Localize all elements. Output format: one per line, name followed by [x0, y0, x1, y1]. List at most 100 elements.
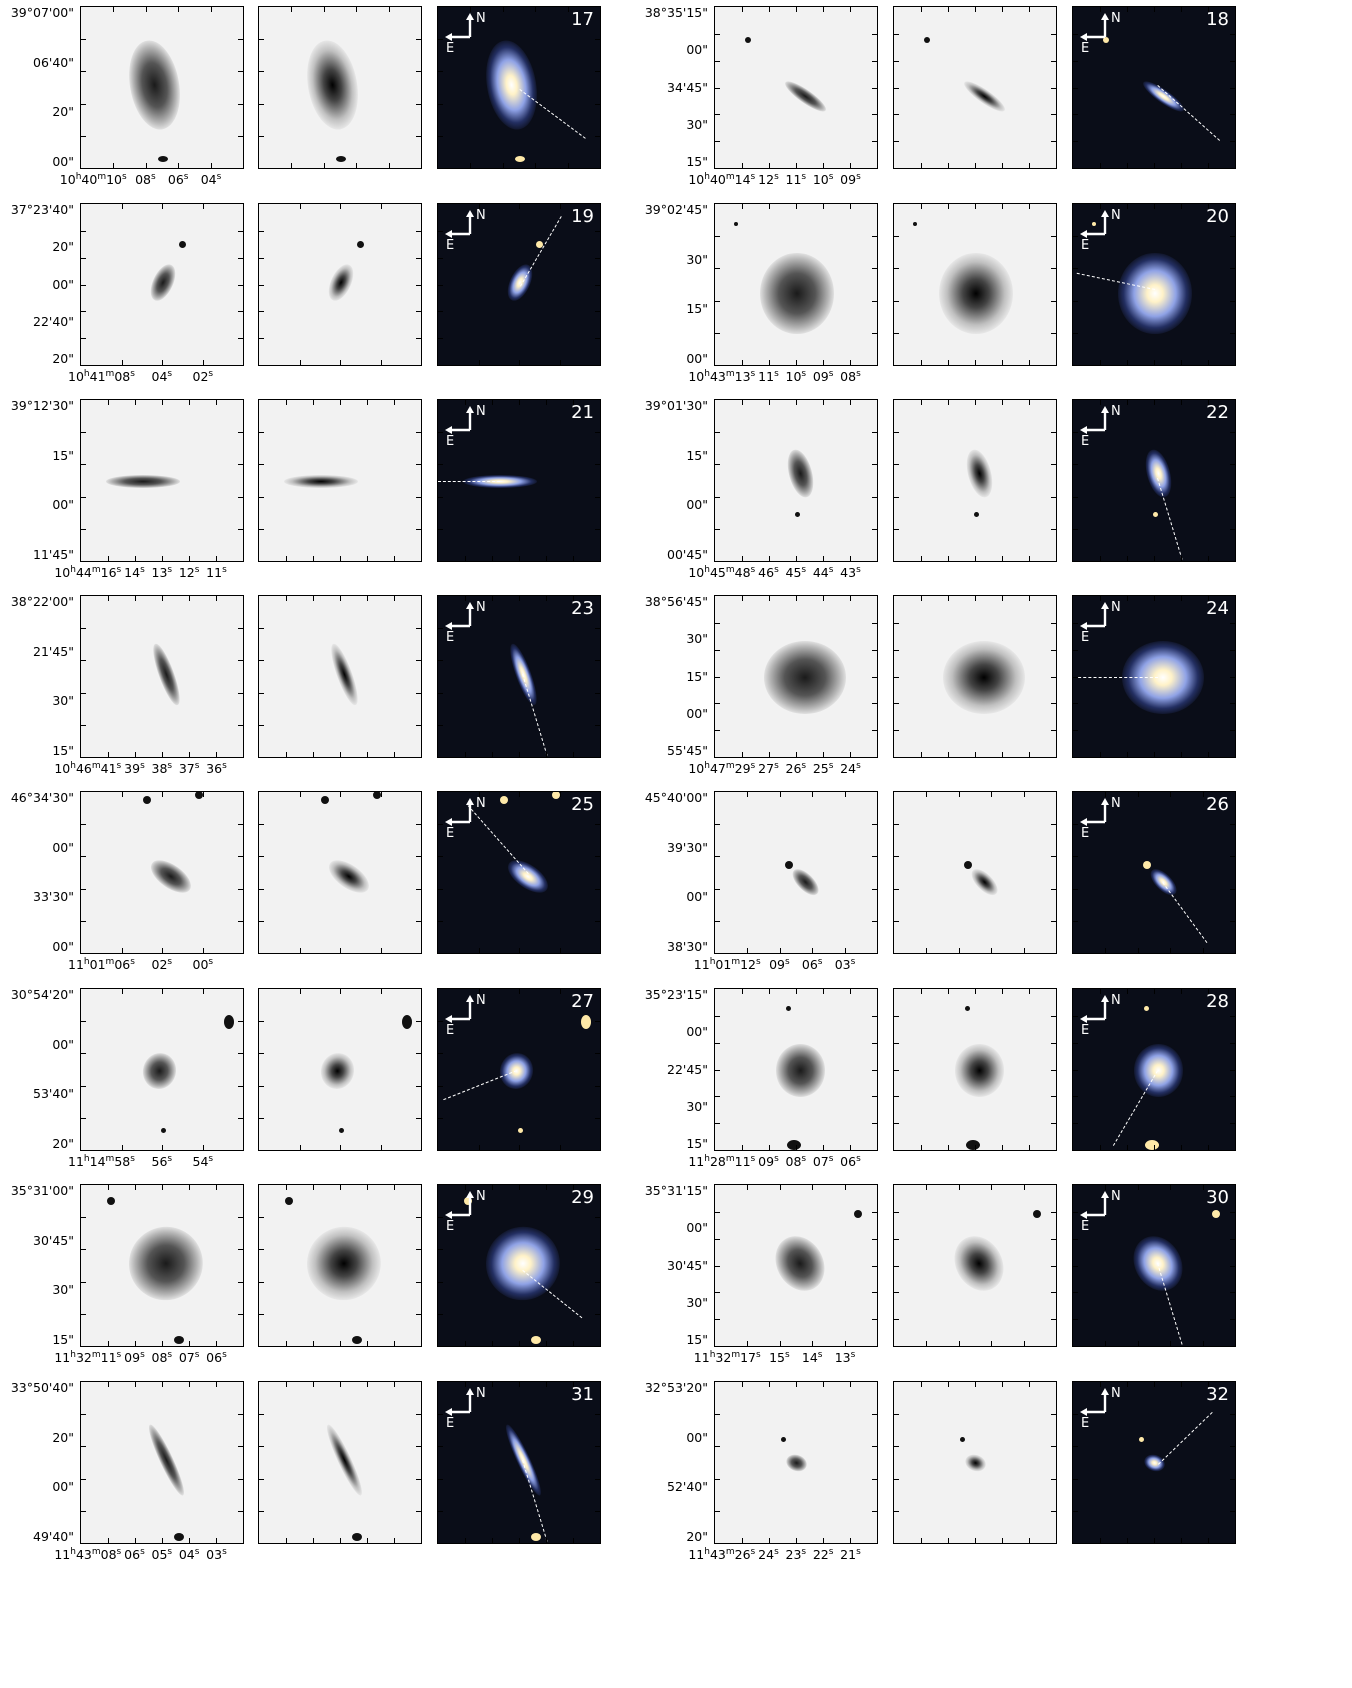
- x-tick-mark: [1181, 163, 1182, 168]
- y-tick-mark: [416, 528, 421, 530]
- observed-image-panel: [80, 1184, 244, 1347]
- y-tick-mark: [1051, 114, 1056, 116]
- x-tick-mark: [958, 948, 960, 953]
- y-tick-mark: [81, 284, 86, 286]
- ra-tick-label: 11h01m06s: [68, 957, 135, 973]
- dec-tick-label: 45°40'00": [644, 790, 708, 805]
- x-tick-mark: [948, 400, 949, 405]
- ra-tick-label: 04s: [151, 369, 173, 385]
- x-tick-mark: [1154, 752, 1155, 757]
- x-tick-mark: [1127, 1145, 1128, 1150]
- dec-tick-label: 39°02'45": [644, 202, 708, 217]
- galaxy-id-label: 22: [1206, 402, 1229, 423]
- dec-tick-label: 00": [686, 889, 708, 905]
- y-tick-mark: [438, 1281, 443, 1283]
- y-tick-mark: [1230, 1238, 1235, 1240]
- x-tick-mark: [948, 1538, 949, 1543]
- galaxy-image: [943, 640, 1026, 715]
- y-tick-mark: [81, 230, 86, 232]
- y-tick-mark: [416, 464, 421, 466]
- observed-image-panel: [714, 1381, 878, 1544]
- compass-north-label: N: [476, 404, 486, 419]
- y-tick-mark: [1073, 268, 1078, 270]
- y-tick-mark: [438, 464, 443, 466]
- dec-tick-label: 35°31'15": [644, 1183, 708, 1198]
- y-tick-mark: [715, 824, 720, 826]
- ra-tick-label: 09s: [812, 369, 834, 385]
- y-tick-mark: [595, 920, 600, 922]
- observed-image-panel: [80, 988, 244, 1151]
- galaxy-image: [115, 1213, 217, 1314]
- y-tick-mark: [1230, 60, 1235, 62]
- y-tick-mark: [259, 1414, 264, 1416]
- y-tick-mark: [1230, 730, 1235, 732]
- x-tick-mark: [948, 752, 949, 757]
- y-tick-mark: [1051, 1292, 1056, 1294]
- x-tick-mark: [747, 792, 749, 797]
- x-tick-mark: [162, 1341, 163, 1346]
- x-tick-mark: [850, 204, 851, 209]
- x-tick-mark: [299, 989, 301, 994]
- y-tick-mark: [595, 284, 600, 286]
- x-tick-mark: [121, 360, 123, 365]
- y-tick-mark: [1051, 496, 1056, 498]
- slit-position-line: [520, 215, 562, 287]
- dec-tick-label: 30": [686, 1294, 708, 1310]
- y-tick-mark: [1051, 1069, 1056, 1071]
- y-tick-mark: [1230, 87, 1235, 89]
- y-tick-mark: [438, 628, 443, 630]
- ra-tick-label: 06s: [840, 1154, 861, 1170]
- x-tick-mark: [1127, 596, 1128, 601]
- x-tick-mark: [216, 752, 217, 757]
- observed-image-panel: [714, 399, 878, 562]
- x-tick-mark: [1181, 989, 1182, 994]
- y-tick-mark: [81, 496, 86, 498]
- x-tick-mark: [216, 596, 217, 601]
- observed-image-panel: [714, 595, 878, 758]
- foreground-star: [734, 221, 739, 226]
- x-tick-mark: [121, 948, 123, 953]
- x-tick-mark: [465, 596, 466, 601]
- y-tick-mark: [1230, 114, 1235, 116]
- y-tick-mark: [259, 464, 264, 466]
- x-tick-mark: [1105, 1185, 1107, 1190]
- dec-tick-label: 34'45": [667, 79, 708, 95]
- ra-tick-label: 08s: [151, 1350, 173, 1366]
- x-tick-mark: [465, 1341, 466, 1346]
- x-tick-mark: [1202, 792, 1204, 797]
- x-tick-mark: [573, 596, 574, 601]
- x-tick-mark: [742, 1382, 743, 1387]
- galaxy-id-label: 26: [1206, 794, 1229, 815]
- x-tick-mark: [823, 360, 824, 365]
- y-tick-mark: [715, 268, 720, 270]
- x-tick-mark: [121, 204, 123, 209]
- x-tick-mark: [546, 1382, 547, 1387]
- y-tick-mark: [1230, 1265, 1235, 1267]
- y-tick-mark: [1073, 920, 1078, 922]
- y-tick-mark: [416, 257, 421, 259]
- galaxy-image: [323, 260, 359, 305]
- x-tick-mark: [121, 1145, 123, 1150]
- foreground-star: [352, 1532, 363, 1541]
- x-tick-mark: [299, 360, 301, 365]
- y-tick-mark: [1073, 649, 1078, 651]
- y-tick-mark: [894, 1478, 899, 1480]
- y-tick-mark: [595, 692, 600, 694]
- x-tick-mark: [465, 400, 466, 405]
- y-tick-mark: [238, 528, 243, 530]
- x-tick-mark: [535, 163, 537, 168]
- x-tick-mark: [948, 556, 949, 561]
- ra-tick-label: 11h43m08s: [54, 1547, 122, 1563]
- foreground-star: [536, 241, 544, 249]
- x-tick-mark: [340, 204, 341, 209]
- y-tick-mark: [894, 1015, 899, 1017]
- x-tick-mark: [769, 1538, 770, 1543]
- ra-tick-label: 04s: [178, 1547, 200, 1563]
- galaxy-image: [945, 1227, 1014, 1300]
- y-tick-mark: [872, 528, 877, 530]
- x-tick-mark: [1127, 752, 1128, 757]
- y-tick-mark: [595, 39, 600, 41]
- compass-arrows-icon: [445, 13, 474, 41]
